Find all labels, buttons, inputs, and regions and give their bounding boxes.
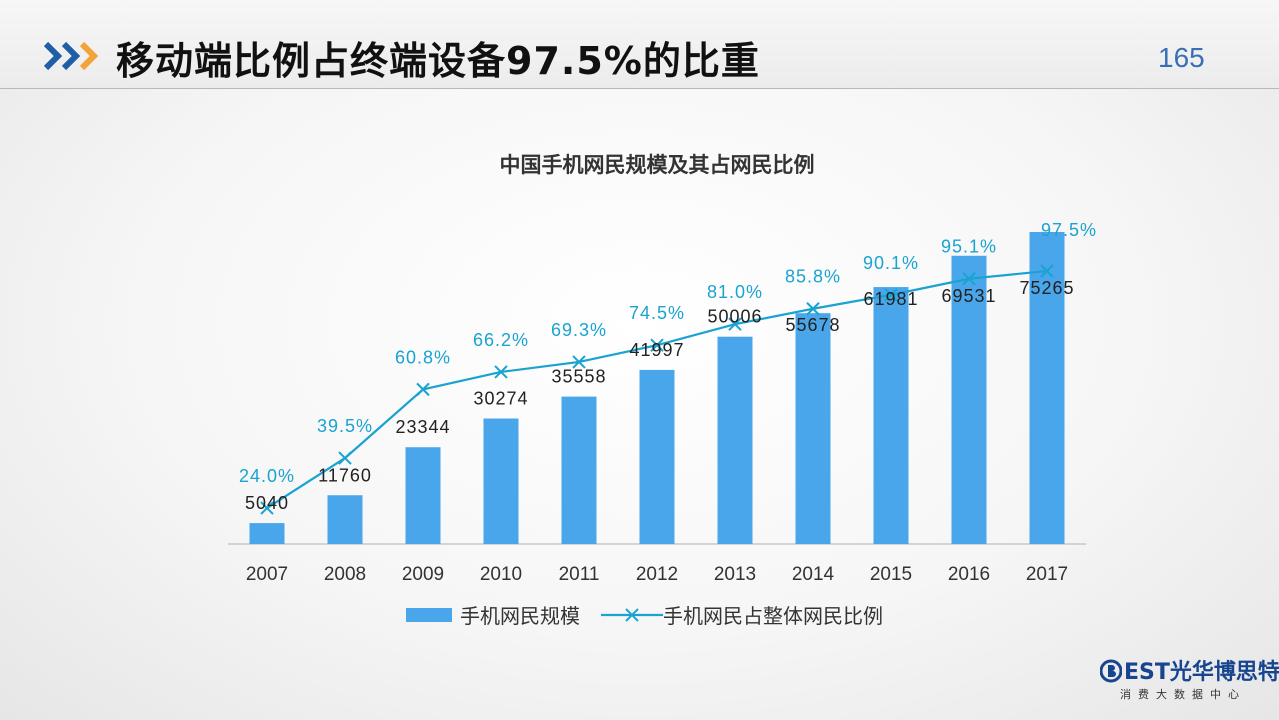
bar-value-label: 50006 <box>707 307 762 327</box>
x-tick-label: 2007 <box>246 564 288 585</box>
x-tick-label: 2009 <box>402 564 444 585</box>
bar-value-label: 35558 <box>551 367 606 387</box>
bar-2016 <box>951 255 987 544</box>
line-point-marker <box>572 355 586 369</box>
x-tick-label: 2008 <box>324 564 366 585</box>
legend-bar-label: 手机网民规模 <box>460 604 580 628</box>
percentage-label: 81.0% <box>707 282 763 302</box>
slide-title: 移动端比例占终端设备97.5%的比重 <box>116 39 760 83</box>
x-tick-label: 2011 <box>559 564 600 585</box>
line-point-marker <box>260 501 274 515</box>
bar-value-label: 61981 <box>863 289 918 309</box>
x-tick-label: 2017 <box>1026 564 1068 585</box>
bar-value-label: 5040 <box>245 493 289 513</box>
bar-value-label: 55678 <box>785 315 840 335</box>
bar-2010 <box>483 418 519 544</box>
percentage-label: 66.2% <box>473 330 529 350</box>
bar-2017 <box>1029 232 1065 544</box>
line-point-marker <box>650 338 664 352</box>
percentage-label: 74.5% <box>629 303 685 323</box>
slide-header: 移动端比例占终端设备97.5%的比重 165 <box>0 0 1279 89</box>
line-point-marker <box>806 302 820 316</box>
logo-subtitle: 消费大数据中心 <box>1120 688 1246 701</box>
page-number: 165 <box>1158 42 1205 73</box>
bar-value-label: 69531 <box>941 286 996 306</box>
percentage-label: 69.3% <box>551 320 607 340</box>
bar-2011 <box>561 396 597 544</box>
logo-b-icon <box>1100 659 1122 683</box>
bar-2012 <box>639 369 675 544</box>
bar-2014 <box>795 313 831 544</box>
percentage-label: 95.1% <box>941 237 997 257</box>
bar-value-label: 30274 <box>473 389 528 409</box>
bar-value-label: 75265 <box>1019 278 1074 298</box>
line-point-marker <box>884 288 898 302</box>
logo-brand-text: EST光华博思特 <box>1124 660 1279 685</box>
chevron-arrows-icon <box>44 41 99 71</box>
bar-2009 <box>405 447 441 544</box>
percentage-label: 85.8% <box>785 267 841 287</box>
bar-2015 <box>873 287 909 544</box>
x-tick-label: 2012 <box>636 564 678 585</box>
bar-2007 <box>249 523 285 544</box>
x-tick-label: 2014 <box>792 564 835 585</box>
line-point-marker <box>416 382 430 397</box>
x-tick-label: 2010 <box>480 564 522 585</box>
line-point-marker <box>728 317 742 331</box>
bar-value-label: 11760 <box>318 465 372 485</box>
chart-legend: 手机网民规模 手机网民占整体网民比例 <box>406 604 883 628</box>
line-point-marker <box>494 365 508 379</box>
percentage-label: 24.0% <box>239 466 295 486</box>
brand-logo: EST光华博思特 消费大数据中心 <box>1100 654 1279 714</box>
x-tick-label: 2016 <box>948 564 990 585</box>
line-point-marker <box>962 272 976 286</box>
legend-line-label: 手机网民占整体网民比例 <box>663 604 883 628</box>
legend-bar-swatch <box>406 608 452 622</box>
percentage-label: 60.8% <box>395 347 451 367</box>
percentage-label: 97.5% <box>1041 220 1097 240</box>
bar-value-label: 41997 <box>629 340 684 360</box>
legend-line-swatch <box>601 608 663 622</box>
line-point-marker <box>338 451 352 465</box>
x-tick-label: 2013 <box>714 564 756 585</box>
x-tick-label: 2015 <box>870 564 912 585</box>
bar-2013 <box>717 336 753 544</box>
percentage-label: 90.1% <box>863 253 919 273</box>
chart-title: 中国手机网民规模及其占网民比例 <box>500 153 815 177</box>
percentage-label: 39.5% <box>317 416 373 436</box>
bar-value-label: 23344 <box>395 417 450 437</box>
line-point-marker <box>1040 264 1054 278</box>
bar-2008 <box>327 495 363 544</box>
